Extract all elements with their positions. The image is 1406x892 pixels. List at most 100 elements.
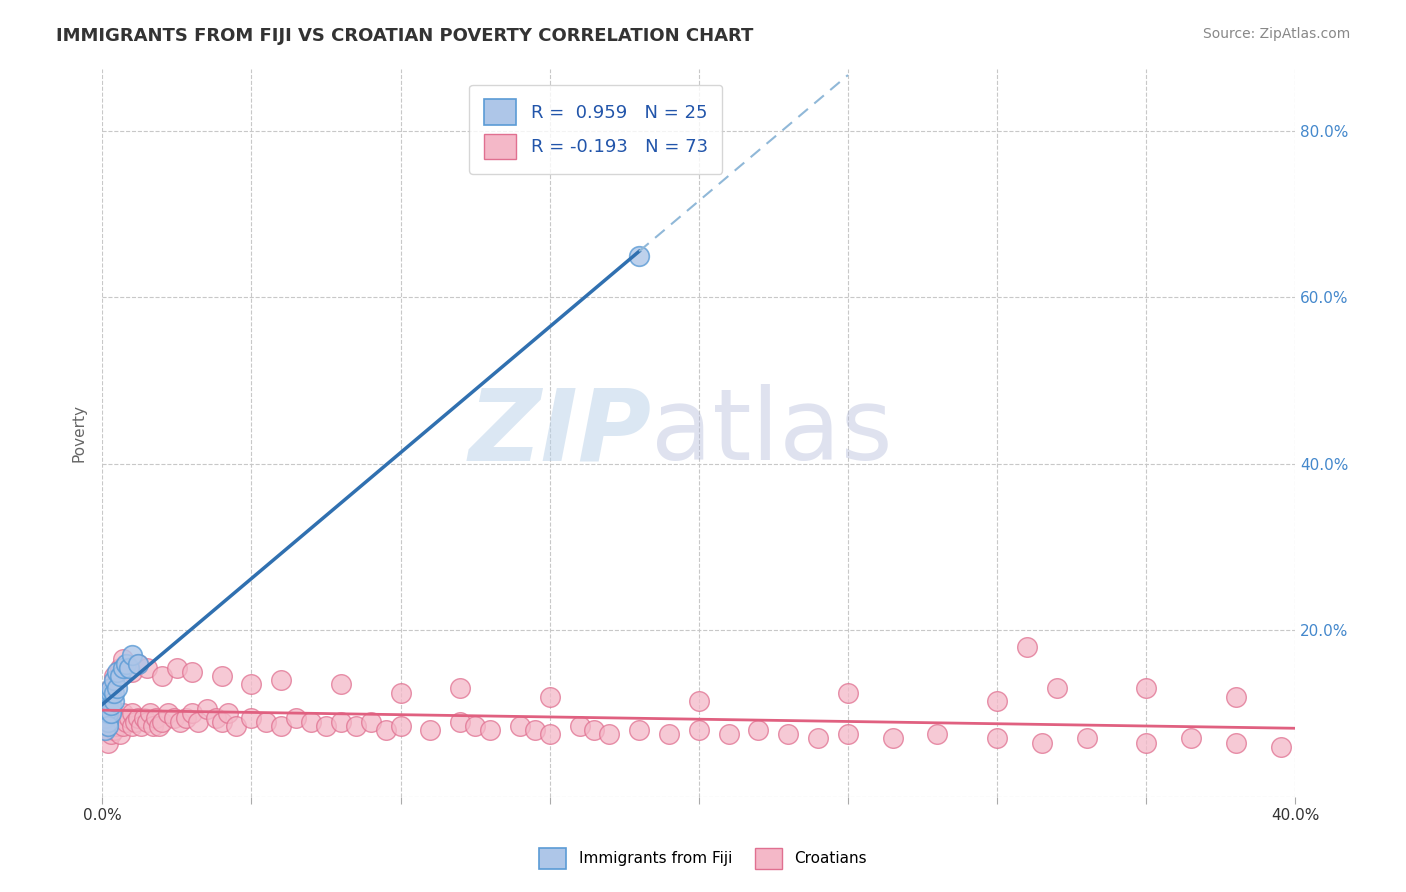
Point <box>1180 731 1202 746</box>
Point <box>374 723 396 737</box>
Point <box>100 714 122 729</box>
Point <box>139 706 162 721</box>
Point <box>115 714 138 729</box>
Point <box>464 719 486 733</box>
Point <box>187 714 209 729</box>
Point <box>389 719 412 733</box>
Point <box>360 714 382 729</box>
Point <box>127 657 149 671</box>
Point <box>112 706 135 721</box>
Point <box>94 723 117 737</box>
Point <box>1135 681 1157 696</box>
Point <box>568 719 591 733</box>
Point <box>479 723 502 737</box>
Point <box>240 677 263 691</box>
Point <box>180 706 202 721</box>
Point <box>174 711 197 725</box>
Point <box>225 719 247 733</box>
Point <box>329 714 352 729</box>
Point <box>108 669 131 683</box>
Point <box>285 711 308 725</box>
Legend: R =  0.959   N = 25, R = -0.193   N = 73: R = 0.959 N = 25, R = -0.193 N = 73 <box>470 85 723 174</box>
Text: IMMIGRANTS FROM FIJI VS CROATIAN POVERTY CORRELATION CHART: IMMIGRANTS FROM FIJI VS CROATIAN POVERTY… <box>56 27 754 45</box>
Text: ZIP: ZIP <box>468 384 651 481</box>
Point <box>837 727 859 741</box>
Point <box>217 706 239 721</box>
Point <box>523 723 546 737</box>
Point <box>112 661 135 675</box>
Point <box>136 661 159 675</box>
Point <box>94 698 117 713</box>
Point <box>270 719 292 733</box>
Point <box>1225 735 1247 749</box>
Point <box>103 686 125 700</box>
Point <box>97 735 120 749</box>
Point <box>628 249 651 263</box>
Point <box>389 686 412 700</box>
Point <box>108 711 131 725</box>
Point <box>583 723 606 737</box>
Point <box>329 677 352 691</box>
Point <box>97 714 120 729</box>
Point <box>121 665 143 679</box>
Point <box>254 714 277 729</box>
Point <box>270 673 292 688</box>
Point <box>97 690 120 704</box>
Point <box>747 723 769 737</box>
Point <box>538 690 561 704</box>
Point <box>807 731 830 746</box>
Y-axis label: Poverty: Poverty <box>72 403 86 461</box>
Point <box>108 661 131 675</box>
Point <box>129 719 152 733</box>
Text: Source: ZipAtlas.com: Source: ZipAtlas.com <box>1202 27 1350 41</box>
Point <box>509 719 531 733</box>
Point <box>100 681 122 696</box>
Point <box>118 711 141 725</box>
Point <box>169 714 191 729</box>
Point <box>100 681 122 696</box>
Point <box>717 727 740 741</box>
Point <box>142 719 165 733</box>
Point <box>1225 690 1247 704</box>
Point <box>103 694 125 708</box>
Point <box>103 673 125 688</box>
Point <box>121 648 143 663</box>
Point <box>97 694 120 708</box>
Point <box>180 665 202 679</box>
Point <box>538 727 561 741</box>
Point <box>94 711 117 725</box>
Text: atlas: atlas <box>651 384 893 481</box>
Point <box>105 681 128 696</box>
Point <box>299 714 322 729</box>
Point <box>449 681 471 696</box>
Point <box>132 711 155 725</box>
Point <box>166 661 188 675</box>
Point <box>115 657 138 671</box>
Point <box>105 719 128 733</box>
Point <box>112 652 135 666</box>
Point <box>1076 731 1098 746</box>
Point <box>150 714 173 729</box>
Point <box>1046 681 1069 696</box>
Point <box>124 714 146 729</box>
Point <box>145 711 167 725</box>
Point <box>927 727 949 741</box>
Point <box>94 719 117 733</box>
Point <box>150 669 173 683</box>
Point <box>211 669 233 683</box>
Point <box>986 694 1008 708</box>
Point <box>97 719 120 733</box>
Point <box>112 719 135 733</box>
Point <box>1270 739 1292 754</box>
Point <box>240 711 263 725</box>
Point <box>100 706 122 721</box>
Point <box>97 702 120 716</box>
Point <box>449 714 471 729</box>
Point <box>195 702 218 716</box>
Point <box>598 727 620 741</box>
Point <box>658 727 681 741</box>
Point <box>127 711 149 725</box>
Point <box>148 719 170 733</box>
Point <box>688 723 710 737</box>
Point <box>108 727 131 741</box>
